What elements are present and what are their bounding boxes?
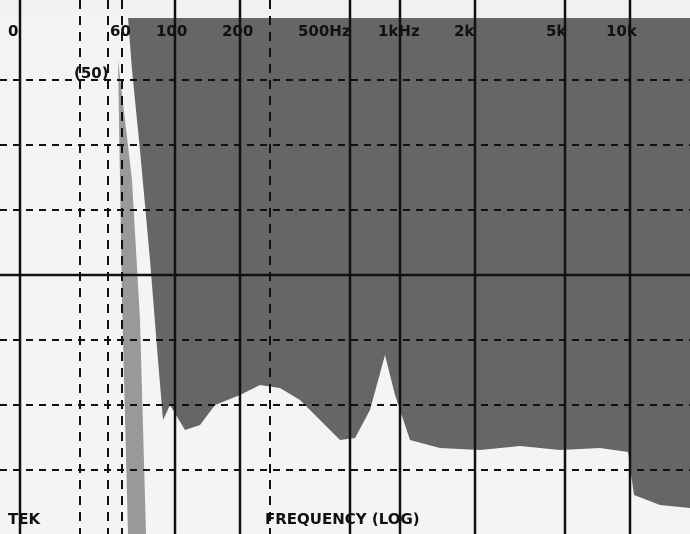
freq-label: 5k <box>546 22 567 40</box>
freq-label: 200 <box>222 22 253 40</box>
freq-label: 0 <box>8 22 18 40</box>
freq-label: 100 <box>156 22 187 40</box>
freq-label: 10k <box>606 22 638 40</box>
freq-label: 500Hz <box>298 22 351 40</box>
freq-label: 60 <box>110 22 131 40</box>
freq-label: 1kHz <box>378 22 420 40</box>
filter-skirt <box>118 60 146 534</box>
brand-label: TEK <box>8 510 41 528</box>
marker-label: (50) <box>74 64 109 82</box>
freq-label: 2k <box>454 22 475 40</box>
label-strip <box>0 0 690 18</box>
axis-title: FREQUENCY (LOG) <box>265 510 420 528</box>
